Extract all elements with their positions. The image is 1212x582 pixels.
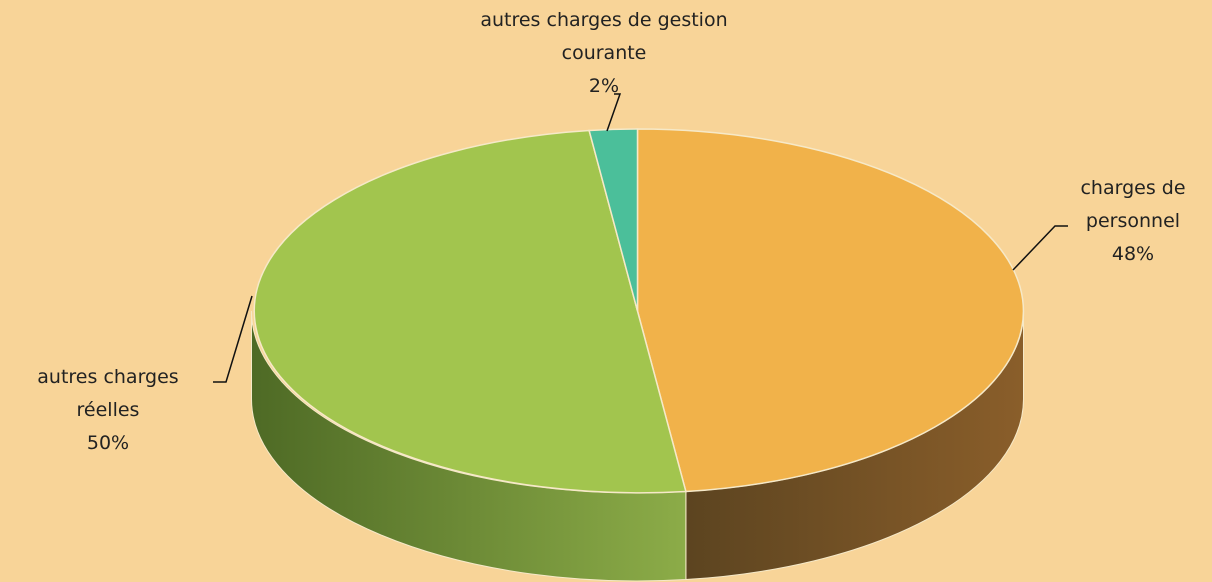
label-value: 2% — [588, 75, 620, 97]
slice — [636, 128, 1025, 493]
slice — [253, 129, 687, 494]
slice-label: charges de personnel 48% — [1058, 172, 1208, 271]
label-category: autres charges de gestion courante — [480, 9, 728, 64]
pie-tops — [253, 128, 1025, 494]
slice — [588, 128, 639, 312]
leader-line — [1012, 225, 1068, 271]
label-category: charges de personnel — [1080, 177, 1186, 232]
leader-line — [213, 295, 253, 383]
label-category: autres charges réelles — [37, 366, 179, 421]
label-value: 50% — [86, 432, 130, 454]
slice-label: autres charges réelles 50% — [8, 361, 208, 460]
label-value: 48% — [1111, 243, 1155, 265]
leader-line — [606, 93, 622, 132]
slice-label: autres charges de gestion courante 2% — [474, 4, 734, 103]
